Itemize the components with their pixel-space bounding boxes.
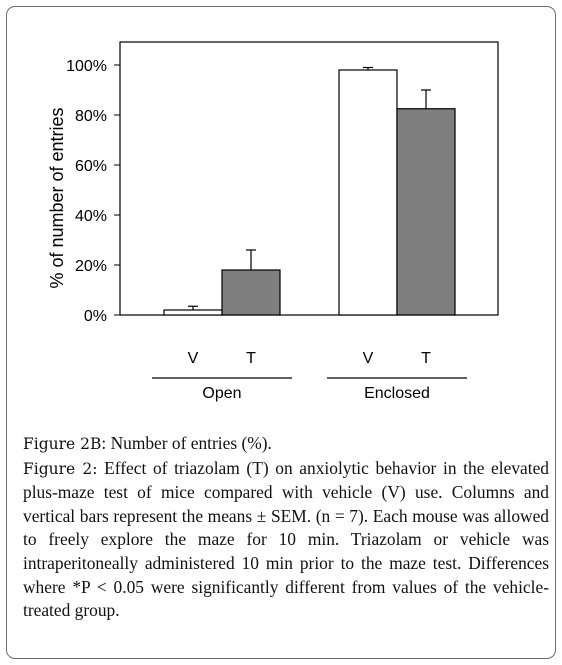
caption-figure-2b: Figure 2B: Number of entries (%).	[23, 432, 549, 457]
y-tick-label: 20%	[75, 258, 107, 275]
group-label: Enclosed	[364, 385, 430, 402]
plot-area	[119, 41, 499, 316]
x-axis-labels: V T Open V T Enclosed	[152, 350, 467, 402]
y-tick-label: 40%	[75, 208, 107, 225]
bars-layer	[163, 66, 456, 316]
bar-chart: 0% 20% 40% 60% 80% 100% V T Open V T Enclosed % of…	[47, 41, 499, 402]
bar-enclosed-t	[396, 108, 456, 316]
y-axis: 0% 20% 40% 60% 80% 100%	[66, 58, 120, 325]
y-tick-label: 80%	[75, 108, 107, 125]
y-tick-label: 0%	[84, 308, 107, 325]
bar-open-v	[163, 309, 223, 316]
y-tick-label: 60%	[75, 158, 107, 175]
y-tick-label: 100%	[66, 58, 107, 75]
y-axis-label: % of number of entries	[47, 107, 67, 288]
caption-figure-2b-text: : Number of entries (%).	[101, 433, 272, 453]
caption-figure-2: Figure 2: Effect of triazolam (T) on anx…	[23, 457, 549, 623]
caption-figure-2-label: Figure 2:	[23, 459, 98, 478]
bar-label: V	[188, 350, 199, 367]
figure-frame	[6, 6, 556, 659]
bar-enclosed-v	[338, 69, 398, 316]
bar-open-t	[221, 269, 281, 316]
caption-figure-2b-label: Figure 2B	[23, 435, 102, 453]
bar-label: T	[421, 350, 431, 367]
bar-label: T	[246, 350, 256, 367]
figure-caption: Figure 2B: Number of entries (%). Figure…	[23, 432, 549, 623]
group-label: Open	[202, 385, 241, 402]
caption-figure-2-text: Effect of triazolam (T) on anxiolytic be…	[23, 457, 549, 621]
bar-label: V	[363, 350, 374, 367]
